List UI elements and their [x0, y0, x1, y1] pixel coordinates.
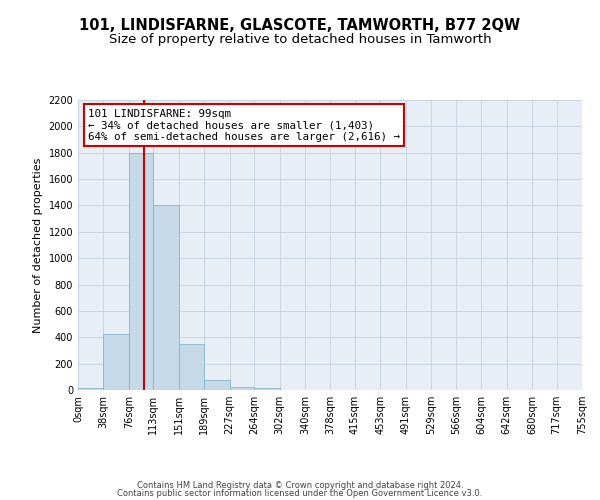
Text: 101, LINDISFARNE, GLASCOTE, TAMWORTH, B77 2QW: 101, LINDISFARNE, GLASCOTE, TAMWORTH, B7…	[79, 18, 521, 32]
Text: Contains public sector information licensed under the Open Government Licence v3: Contains public sector information licen…	[118, 489, 482, 498]
Bar	[154, 206, 179, 390]
Bar	[179, 344, 204, 390]
Text: Size of property relative to detached houses in Tamworth: Size of property relative to detached ho…	[109, 32, 491, 46]
Text: Contains HM Land Registry data © Crown copyright and database right 2024.: Contains HM Land Registry data © Crown c…	[137, 480, 463, 490]
Bar	[78, 388, 103, 390]
Bar	[254, 388, 280, 390]
Bar	[129, 152, 154, 390]
Text: 101 LINDISFARNE: 99sqm
← 34% of detached houses are smaller (1,403)
64% of semi-: 101 LINDISFARNE: 99sqm ← 34% of detached…	[88, 108, 400, 142]
Bar	[230, 386, 254, 390]
Bar	[103, 334, 129, 390]
Y-axis label: Number of detached properties: Number of detached properties	[33, 158, 43, 332]
Bar	[204, 380, 230, 390]
